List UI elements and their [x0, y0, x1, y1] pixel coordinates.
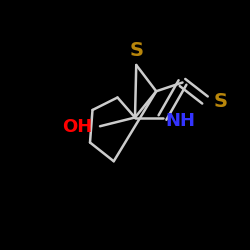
Text: OH: OH	[62, 118, 92, 136]
Text: S: S	[214, 92, 228, 111]
Text: S: S	[129, 41, 143, 60]
Text: NH: NH	[165, 112, 195, 130]
